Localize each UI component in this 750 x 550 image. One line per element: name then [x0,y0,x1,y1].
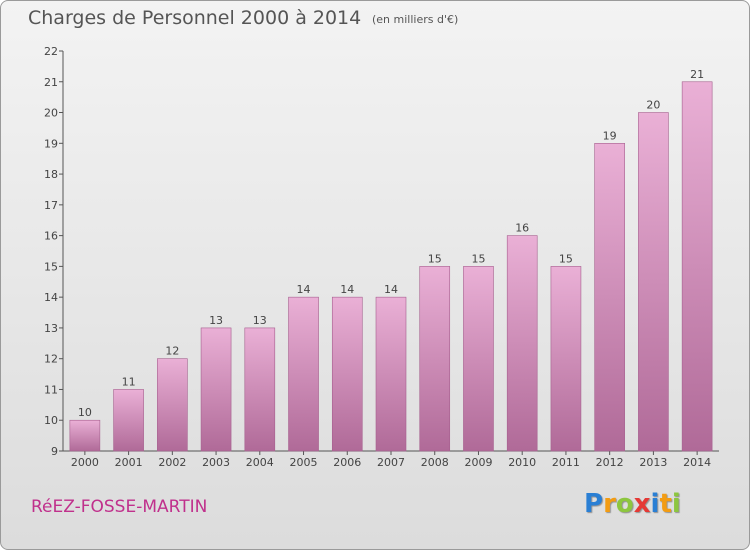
bar [550,266,582,452]
bars: 10 11 12 13 13 14 14 14 15 15 16 15 19 20 21 [69,68,713,452]
x-tick-label: 2001 [115,456,143,469]
x-tick-label: 2008 [421,456,449,469]
y-tick-label: 21 [44,76,58,89]
x-tick-label: 2004 [246,456,274,469]
x-tick-label: 2005 [290,456,318,469]
y-tick-label: 19 [44,137,58,150]
x-tick-label: 2012 [596,456,624,469]
x-tick-label: 2009 [464,456,492,469]
y-tick-label: 18 [44,168,58,181]
chart-subtitle: (en milliers d'€) [372,13,459,26]
bar-value-label: 16 [515,222,529,235]
bar [463,266,494,452]
logo-letter: r [603,489,616,519]
logo-letter: x [633,489,651,519]
logo-letter: o [615,489,634,519]
bar-value-label: 15 [559,252,573,265]
bar-value-label: 15 [471,252,485,265]
y-tick-label: 14 [44,291,58,304]
proxiti-logo[interactable]: Proxiti [584,489,681,519]
bar [375,296,407,452]
y-tick-label: 22 [44,45,58,58]
y-tick-label: 17 [44,199,58,212]
bar-value-label: 13 [209,314,223,327]
bar-value-label: 19 [603,129,617,142]
bar-value-label: 14 [340,283,354,296]
x-tick-label: 2002 [158,456,186,469]
x-tick-label: 2003 [202,456,230,469]
x-tick-label: 2006 [333,456,361,469]
bar-value-label: 14 [297,283,311,296]
bar-value-label: 21 [690,68,704,81]
y-tick-label: 12 [44,353,58,366]
x-tick-label: 2014 [683,456,711,469]
x-tick-label: 2000 [71,456,99,469]
bar-value-label: 11 [122,375,136,388]
bar [594,143,625,452]
bar [157,358,188,452]
x-tick-label: 2010 [508,456,536,469]
logo-letter: P [584,489,604,519]
bar [69,419,101,452]
bar [200,327,232,452]
bar-value-label: 15 [428,252,442,265]
x-tick-label: 2011 [552,456,580,469]
bar [638,112,669,452]
bar [331,296,363,452]
bar [113,389,144,452]
bar-value-label: 10 [78,406,92,419]
commune-name: RéEZ-FOSSE-MARTIN [31,497,208,517]
logo-letter: i [650,489,660,519]
y-axis: 9 10 11 12 13 14 15 16 17 18 19 20 21 22 [44,45,64,458]
x-axis: 2000 2001 2002 2003 2004 2005 2006 2007 2008 2009… [63,450,719,469]
chart-title: Charges de Personnel 2000 à 2014 [28,7,362,29]
x-tick-label: 2013 [639,456,667,469]
bar [288,296,319,452]
bar [681,81,713,452]
y-tick-label: 9 [51,445,58,458]
y-tick-label: 15 [44,260,58,273]
y-tick-label: 16 [44,230,58,243]
bar-value-label: 20 [646,99,660,112]
bar [419,266,451,452]
bar-value-label: 13 [253,314,267,327]
x-tick-label: 2007 [377,456,405,469]
y-tick-label: 20 [44,107,58,120]
bar-value-label: 14 [384,283,398,296]
y-tick-label: 13 [44,322,58,335]
logo-letter: i [671,489,681,519]
logo-letter: t [659,489,672,519]
y-tick-label: 10 [44,414,58,427]
bar [244,327,276,452]
bar-value-label: 12 [165,345,179,358]
bar [506,235,538,452]
y-tick-label: 11 [44,383,58,396]
